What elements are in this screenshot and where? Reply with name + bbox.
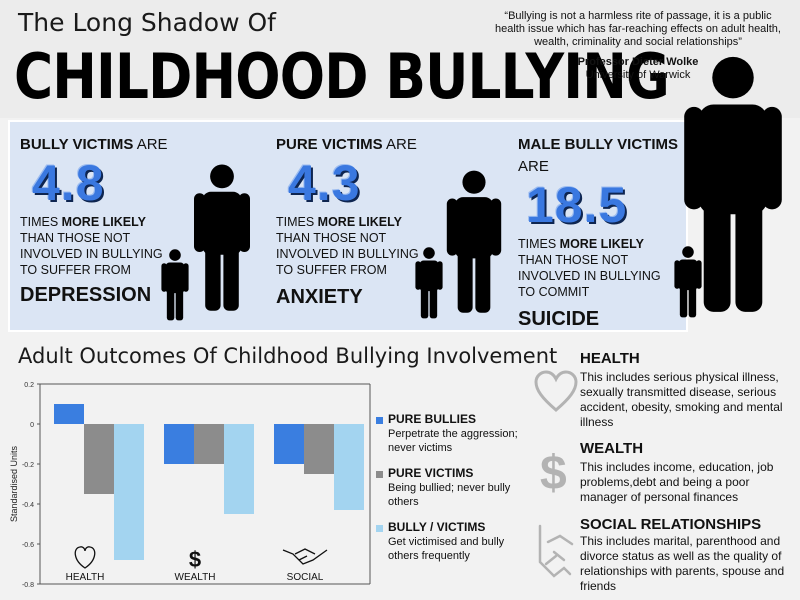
quote-affiliation: University of Warwick: [585, 69, 691, 81]
bar-pure-victims-social: [304, 424, 334, 474]
outcome-desc: This includes income, education, job pro…: [580, 460, 774, 504]
legend-swatch: [376, 417, 383, 424]
chart-svg: 0.2 0 -0.2 -0.4 -0.6 -0.8 Standardised Units HE…: [9, 382, 371, 589]
quote-block: “Bullying is not a harmless rite of pass…: [492, 10, 784, 82]
stat-outcome: SUICIDE: [518, 308, 600, 330]
page-title: CHILDHOOD BULLYING: [14, 40, 670, 113]
legend-swatch: [376, 525, 383, 532]
bar-bully-victims-health: [114, 424, 144, 560]
outcome-title: WEALTH: [580, 440, 644, 457]
stat-outcome: DEPRESSION: [20, 284, 152, 306]
y-tick-label: 0.2: [24, 382, 34, 389]
stat-anxiety: PURE VICTIMS ARE 4.3 TIMES MORE LIKELY T…: [276, 134, 436, 310]
y-tick-label: -0.6: [22, 542, 34, 549]
bar-pure-bullies-wealth: [164, 424, 194, 464]
adult-silhouette-icon: [440, 158, 508, 326]
outcome-desc: This includes serious physical illness, …: [580, 370, 783, 429]
stat-value: 4.8: [32, 155, 105, 211]
stat-description: TIMES MORE LIKELY THAN THOSE NOT INVOLVE…: [518, 237, 661, 299]
section-title: Adult Outcomes Of Childhood Bullying Inv…: [18, 344, 558, 368]
stat-depression: BULLY VICTIMS ARE 4.8 TIMES MORE LIKELY …: [20, 134, 180, 308]
stat-suicide: MALE BULLY VICTIMS ARE 18.5 TIMES MORE L…: [518, 134, 678, 332]
x-tick-label: SOCIAL: [287, 572, 324, 583]
bar-pure-victims-wealth: [194, 424, 224, 464]
stat-lead: BULLY VICTIMS: [20, 136, 134, 153]
bar-pure-bullies-health: [54, 404, 84, 424]
handshake-icon: [534, 522, 578, 591]
header: [0, 0, 800, 118]
chart-legend: PURE BULLIES Perpetrate the aggression; …: [376, 412, 526, 574]
stat-lead-rest: ARE: [518, 158, 549, 175]
legend-item-pure-victims: PURE VICTIMS Being bullied; never bully …: [376, 466, 526, 509]
outcome-title: SOCIAL RELATIONSHIPS: [580, 516, 762, 533]
stat-lead-rest: ARE: [382, 136, 417, 153]
child-silhouette-icon: [158, 245, 192, 325]
stats-banner: [8, 120, 688, 332]
quote-text: “Bullying is not a harmless rite of pass…: [495, 10, 781, 48]
outcome-title: HEALTH: [580, 350, 640, 367]
stat-lead: PURE VICTIMS: [276, 136, 383, 153]
y-tick-label: -0.8: [22, 582, 34, 589]
outcomes-chart: 0.2 0 -0.2 -0.4 -0.6 -0.8 Standardised Units HE…: [6, 374, 380, 596]
stat-outcome: ANXIETY: [276, 286, 363, 308]
adult-silhouette-icon: [187, 152, 257, 324]
y-tick-label: -0.4: [22, 502, 34, 509]
legend-item-bully-victims: BULLY / VICTIMS Get victimised and bully…: [376, 520, 526, 563]
quote-author: Professor Dieter Wolke: [577, 56, 699, 68]
page-subtitle: The Long Shadow Of: [18, 8, 276, 37]
heart-icon: [74, 546, 96, 569]
heart-icon: [534, 370, 578, 419]
large-adult-silhouette-icon: [672, 44, 794, 326]
bar-pure-victims-health: [84, 424, 114, 494]
dollar-icon: $: [189, 547, 201, 572]
stat-value: 4.3: [288, 155, 361, 211]
stat-value: 18.5: [526, 177, 628, 233]
x-tick-label: WEALTH: [175, 572, 216, 583]
stat-description: TIMES MORE LIKELY THAN THOSE NOT INVOLVE…: [276, 215, 419, 277]
bar-bully-victims-wealth: [224, 424, 254, 514]
y-tick-label: -0.2: [22, 462, 34, 469]
stat-lead: MALE BULLY VICTIMS: [518, 136, 679, 153]
legend-swatch: [376, 471, 383, 478]
bar-bully-victims-social: [334, 424, 364, 510]
x-tick-label: HEALTH: [66, 572, 105, 583]
stat-lead-rest: ARE: [133, 136, 168, 153]
bar-pure-bullies-social: [274, 424, 304, 464]
legend-item-pure-bullies: PURE BULLIES Perpetrate the aggression; …: [376, 412, 526, 455]
handshake-icon: [282, 548, 328, 565]
y-axis-label: Standardised Units: [9, 445, 19, 522]
outcome-desc: This includes marital, parenthood and di…: [580, 534, 785, 593]
stat-description: TIMES MORE LIKELY THAN THOSE NOT INVOLVE…: [20, 215, 163, 277]
child-silhouette-icon: [412, 243, 446, 323]
dollar-icon: $: [540, 447, 567, 500]
y-tick-label: 0: [30, 422, 34, 429]
